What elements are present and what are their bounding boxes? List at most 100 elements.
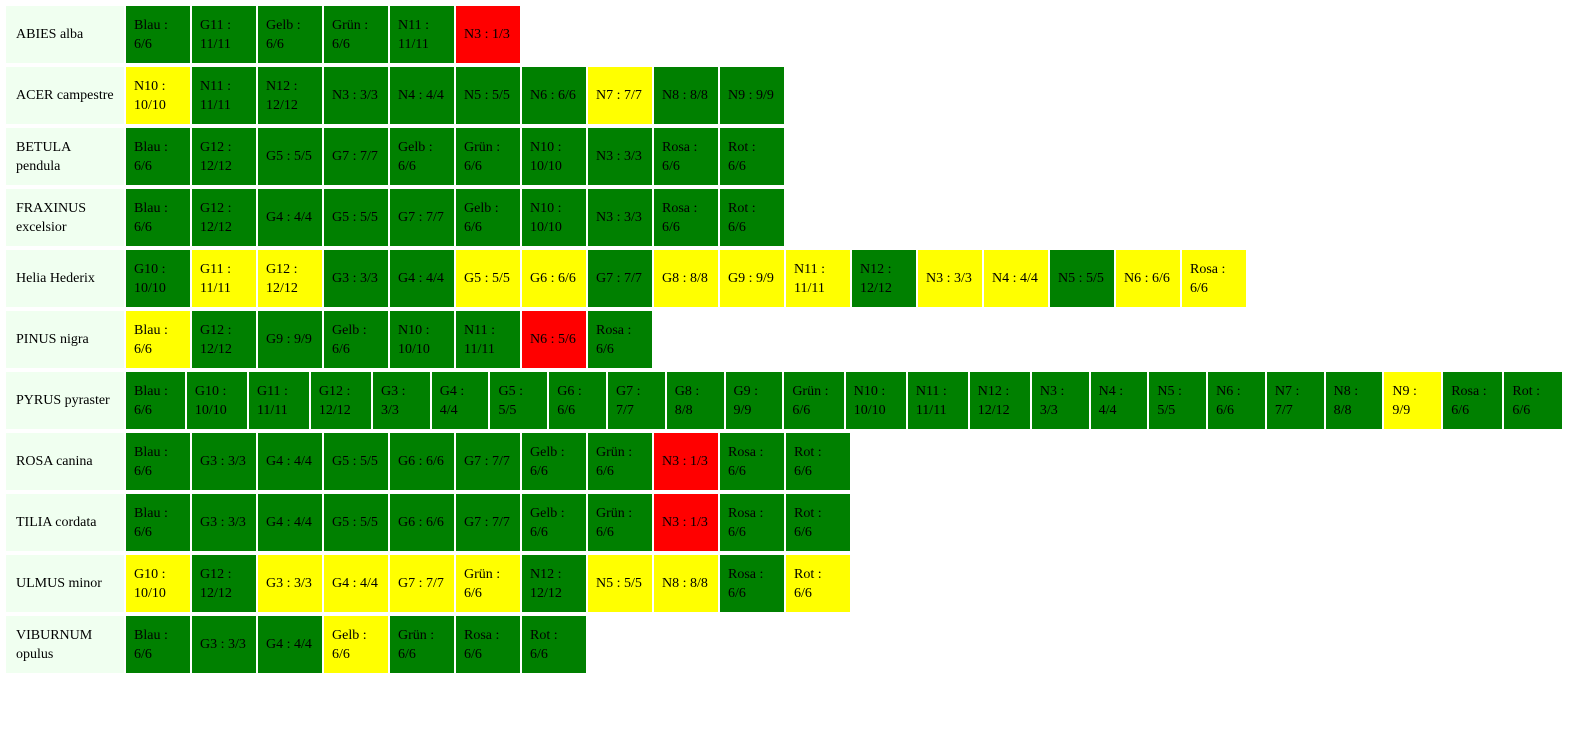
result-cell: N3 : 1/3 — [654, 433, 718, 490]
result-cell: G5 : 5/5 — [258, 128, 322, 185]
row-table: ACER campestre N10 : 10/10 N11 : 11/11 N12 … — [4, 65, 786, 126]
result-cell: Rot : 6/6 — [1504, 372, 1562, 429]
result-cell: G3 : 3/3 — [258, 555, 322, 612]
table-row: Helia Hederix G10 : 10/10 G11 : 11/11 G12 :… — [6, 250, 1246, 307]
result-cell: G6 : 6/6 — [522, 250, 586, 307]
result-cell: G3 : 3/3 — [192, 494, 256, 551]
row-table: ROSA canina Blau : 6/6 G3 : 3/3 G4 : 4/4 G5 … — [4, 431, 852, 492]
result-cell: N6 : 6/6 — [1208, 372, 1265, 429]
result-cell: N9 : 9/9 — [720, 67, 784, 124]
result-cell: Grün : 6/6 — [784, 372, 844, 429]
result-cell: G12 : 12/12 — [192, 189, 256, 246]
result-cell: N8 : 8/8 — [654, 67, 718, 124]
result-cell: Rosa : 6/6 — [588, 311, 652, 368]
result-cell: Blau : 6/6 — [126, 6, 190, 63]
result-cell: Grün : 6/6 — [588, 494, 652, 551]
species-name: ULMUS minor — [6, 555, 124, 612]
result-cell: G11 : 11/11 — [248, 372, 309, 429]
result-cell: N6 : 6/6 — [522, 67, 586, 124]
result-cell: G4 : 4/4 — [258, 616, 322, 673]
result-cell: N10 : 10/10 — [390, 311, 454, 368]
result-cell: Rosa : 6/6 — [720, 555, 784, 612]
result-cell: N11 : 11/11 — [907, 372, 968, 429]
result-cell: G3 : 3/3 — [192, 433, 256, 490]
result-cell: N6 : 5/6 — [522, 311, 586, 368]
result-cell: N7 : 7/7 — [1266, 372, 1324, 429]
row-table: PYRUS pyraster Blau : 6/6 G10 : 10/10 G11 :… — [4, 370, 1564, 431]
result-cell: Blau : 6/6 — [126, 372, 185, 429]
result-cell: N6 : 6/6 — [1116, 250, 1180, 307]
result-cell: Grün : 6/6 — [588, 433, 652, 490]
result-cell: G7 : 7/7 — [588, 250, 652, 307]
table-row: ROSA canina Blau : 6/6 G3 : 3/3 G4 : 4/4 G5 … — [6, 433, 850, 490]
result-cell: N9 : 9/9 — [1384, 372, 1442, 429]
result-cell: N5 : 5/5 — [456, 67, 520, 124]
table-row: PYRUS pyraster Blau : 6/6 G10 : 10/10 G11 :… — [6, 372, 1562, 429]
row-table: ULMUS minor G10 : 10/10 G12 : 12/12 G3 : 3/… — [4, 553, 852, 614]
result-cell: N4 : 4/4 — [1090, 372, 1148, 429]
result-cell: Rosa : 6/6 — [654, 189, 718, 246]
result-cell: Blau : 6/6 — [126, 616, 190, 673]
result-cell: G11 : 11/11 — [192, 6, 256, 63]
result-cell: N8 : 8/8 — [654, 555, 718, 612]
result-cell: G4 : 4/4 — [431, 372, 489, 429]
result-cell: G9 : 9/9 — [720, 250, 784, 307]
result-cell: Blau : 6/6 — [126, 189, 190, 246]
result-cell: G12 : 12/12 — [310, 372, 371, 429]
result-cell: N10 : 10/10 — [845, 372, 906, 429]
result-cell: G5 : 5/5 — [324, 494, 388, 551]
result-cell: N8 : 8/8 — [1325, 372, 1383, 429]
result-cell: G8 : 8/8 — [666, 372, 724, 429]
result-cell: N5 : 5/5 — [1149, 372, 1207, 429]
result-cell: G12 : 12/12 — [192, 311, 256, 368]
result-cell: G4 : 4/4 — [258, 494, 322, 551]
species-name: FRAXINUS excelsior — [6, 189, 124, 246]
result-cell: Rot : 6/6 — [786, 555, 850, 612]
species-name: ACER campestre — [6, 67, 124, 124]
species-name: TILIA cordata — [6, 494, 124, 551]
result-cell: Grün : 6/6 — [456, 555, 520, 612]
table-row: ABIES alba Blau : 6/6 G11 : 11/11 Gelb : 6/… — [6, 6, 520, 63]
row-table: BETULA pendula Blau : 6/6 G12 : 12/12 G5 : … — [4, 126, 786, 187]
result-cell: N11 : 11/11 — [786, 250, 850, 307]
result-cell: N5 : 5/5 — [588, 555, 652, 612]
table-row: FRAXINUS excelsior Blau : 6/6 G12 : 12/12 G… — [6, 189, 784, 246]
result-cell: G4 : 4/4 — [390, 250, 454, 307]
result-cell: N3 : 3/3 — [588, 189, 652, 246]
species-name: PINUS nigra — [6, 311, 124, 368]
result-cell: Gelb : 6/6 — [258, 6, 322, 63]
result-cell: Gelb : 6/6 — [390, 128, 454, 185]
species-name: BETULA pendula — [6, 128, 124, 185]
result-cell: N3 : 3/3 — [324, 67, 388, 124]
result-cell: G10 : 10/10 — [126, 555, 190, 612]
result-cell: N3 : 1/3 — [456, 6, 520, 63]
result-cell: N7 : 7/7 — [588, 67, 652, 124]
result-cell: N4 : 4/4 — [984, 250, 1048, 307]
result-cell: G7 : 7/7 — [456, 433, 520, 490]
result-cell: G4 : 4/4 — [258, 433, 322, 490]
result-cell: G7 : 7/7 — [390, 555, 454, 612]
result-cell: G5 : 5/5 — [456, 250, 520, 307]
row-table: PINUS nigra Blau : 6/6 G12 : 12/12 G9 : 9/9… — [4, 309, 654, 370]
row-table: TILIA cordata Blau : 6/6 G3 : 3/3 G4 : 4/4 G… — [4, 492, 852, 553]
result-cell: Rot : 6/6 — [720, 128, 784, 185]
result-cell: G9 : 9/9 — [258, 311, 322, 368]
result-cell: Rot : 6/6 — [720, 189, 784, 246]
result-cell: N3 : 3/3 — [588, 128, 652, 185]
species-name: ABIES alba — [6, 6, 124, 63]
result-cell: Rosa : 6/6 — [1182, 250, 1246, 307]
species-name: VIBURNUM opulus — [6, 616, 124, 673]
result-cell: Blau : 6/6 — [126, 311, 190, 368]
result-cell: G11 : 11/11 — [192, 250, 256, 307]
result-cell: Blau : 6/6 — [126, 494, 190, 551]
result-cell: G5 : 5/5 — [324, 433, 388, 490]
result-cell: Rot : 6/6 — [522, 616, 586, 673]
result-cell: G3 : 3/3 — [372, 372, 430, 429]
table-row: BETULA pendula Blau : 6/6 G12 : 12/12 G5 : … — [6, 128, 784, 185]
result-cell: Rosa : 6/6 — [1443, 372, 1503, 429]
result-cell: N10 : 10/10 — [522, 189, 586, 246]
result-cell: N11 : 11/11 — [390, 6, 454, 63]
row-table: FRAXINUS excelsior Blau : 6/6 G12 : 12/12 G… — [4, 187, 786, 248]
result-cell: G10 : 10/10 — [126, 250, 190, 307]
result-cell: N5 : 5/5 — [1050, 250, 1114, 307]
